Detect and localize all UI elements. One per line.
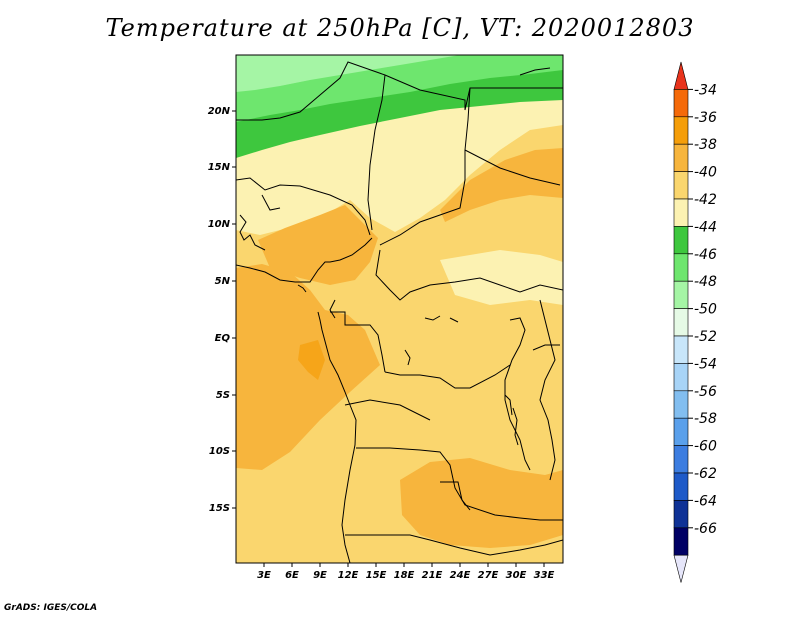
colorbar-label: -60 (694, 439, 717, 455)
colorbar-segment (673, 198, 689, 227)
colorbar-segment (673, 226, 689, 255)
colorbar-segment (673, 253, 689, 282)
lat-tick-label: 10N (208, 219, 231, 230)
colorbar-label: -66 (694, 521, 717, 537)
colorbar-arrow-bottom (673, 554, 689, 583)
colorbar-label: -48 (694, 274, 717, 290)
lat-tick-label: 5N (215, 276, 231, 287)
colorbar: -34 -36 -38 -40 -42 -44 -46 -48 -50 -52 -54 -56 -58 -… (673, 61, 717, 583)
colorbar-segment (673, 89, 689, 118)
colorbar-segment (673, 500, 689, 529)
colorbar-label: -56 (694, 384, 717, 400)
lon-tick-label: 12E (338, 570, 359, 581)
colorbar-label: -54 (694, 356, 717, 372)
colorbar-label: -50 (694, 302, 717, 318)
colorbar-label: -34 (694, 82, 717, 98)
colorbar-label: -36 (694, 110, 717, 126)
colorbar-label: -44 (694, 219, 717, 235)
colorbar-label: -40 (694, 165, 717, 181)
field-band--48 (236, 55, 460, 92)
country-borders (236, 61, 563, 563)
colorbar-segment (673, 171, 689, 200)
lon-tick-label: 18E (394, 570, 415, 581)
colorbar-segment (673, 472, 689, 501)
colorbar-label: -58 (694, 411, 717, 427)
colorbar-segment (673, 280, 689, 309)
colorbar-label: -64 (694, 493, 717, 509)
lon-tick-label: 9E (313, 570, 327, 581)
colorbar-segment (673, 335, 689, 364)
grads-credit: GrADS: IGES/COLA (4, 603, 98, 613)
temperature-field (236, 55, 563, 563)
lon-tick-label: 30E (506, 570, 527, 581)
colorbar-segment (673, 308, 689, 337)
lon-tick-label: 15E (366, 570, 387, 581)
lon-tick-label: 24E (450, 570, 471, 581)
colorbar-label: -52 (694, 329, 717, 345)
lon-tick-label: 21E (422, 570, 443, 581)
lat-tick-label: 15N (208, 162, 231, 173)
lon-tick-label: 3E (257, 570, 271, 581)
map-title: Temperature at 250hPa [C], VT: 202001280… (105, 14, 695, 42)
colorbar-segment (673, 417, 689, 446)
lon-tick-label: 33E (534, 570, 555, 581)
lon-tick-label: 27E (478, 570, 499, 581)
colorbar-arrow-top (673, 61, 689, 90)
colorbar-label: -38 (694, 137, 717, 153)
lat-tick-label: 20N (208, 106, 231, 117)
lat-tick-label: 15S (209, 503, 230, 514)
colorbar-segment (673, 390, 689, 419)
colorbar-segment (673, 363, 689, 392)
lon-tick-label: 6E (285, 570, 299, 581)
colorbar-label: -62 (694, 466, 717, 482)
colorbar-segment (673, 116, 689, 145)
lat-tick-label: 10S (209, 446, 230, 457)
colorbar-label: -42 (694, 192, 717, 208)
lon-axis: 3E 6E 9E 12E 15E 18E 21E 24E 27E 30E 33E (257, 563, 555, 581)
colorbar-segment (673, 527, 689, 556)
field-band--38-north (440, 148, 563, 222)
field-band--38-central (258, 205, 378, 285)
colorbar-segment (673, 445, 689, 474)
lat-tick-label: 5S (216, 390, 230, 401)
colorbar-label: -46 (694, 247, 717, 263)
field-band--42-patch (440, 250, 563, 305)
field-band--36-spot (298, 340, 325, 380)
lat-axis: 20N 15N 10N 5N EQ 5S 10S 15S (208, 106, 236, 514)
field-band--38-south (400, 458, 563, 548)
lat-tick-label: EQ (215, 333, 231, 344)
colorbar-segment (673, 143, 689, 172)
map-frame (235, 54, 564, 564)
